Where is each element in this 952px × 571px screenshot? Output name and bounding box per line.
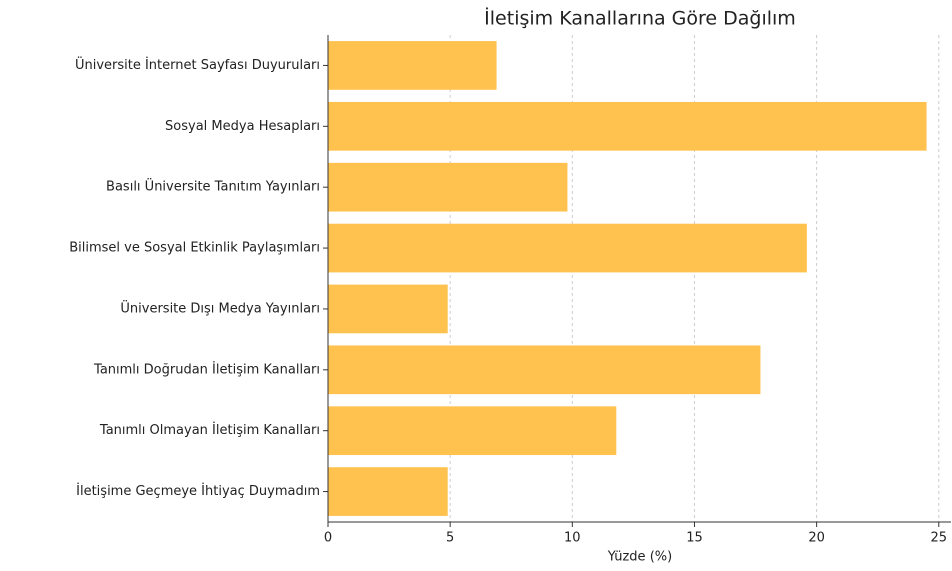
bar — [328, 162, 568, 212]
x-tick-label: 5 — [446, 531, 454, 546]
y-tick-label: Tanımlı Doğrudan İletişim Kanalları — [93, 361, 320, 377]
bar — [328, 345, 761, 395]
bar — [328, 41, 497, 90]
y-tick-label: Basılı Üniversite Tanıtım Yayınları — [106, 178, 320, 195]
x-axis-label: Yüzde (%) — [607, 550, 672, 565]
y-tick-label: Üniversite İnternet Sayfası Duyuruları — [75, 56, 320, 73]
x-tick-label: 10 — [564, 531, 581, 546]
x-tick-label: 25 — [931, 531, 948, 546]
y-tick-label: Tanımlı Olmayan İletişim Kanalları — [99, 422, 320, 438]
bar — [328, 284, 448, 334]
bar — [328, 406, 617, 456]
y-tick-label: Bilimsel ve Sosyal Etkinlik Paylaşımları — [69, 241, 320, 256]
x-tick-label: 15 — [686, 531, 703, 546]
x-tick-label: 0 — [324, 531, 332, 546]
chart-title: İletişim Kanallarına Göre Dağılım — [484, 7, 796, 30]
bar — [328, 101, 927, 151]
x-tick-label: 20 — [808, 531, 825, 546]
y-tick-label: Üniversite Dışı Medya Yayınları — [120, 299, 320, 316]
y-tick-label: Sosyal Medya Hesapları — [165, 119, 320, 134]
y-tick-label: İletişime Geçmeye İhtiyaç Duymadım — [76, 483, 320, 499]
bar — [328, 223, 807, 273]
bar — [328, 467, 448, 516]
